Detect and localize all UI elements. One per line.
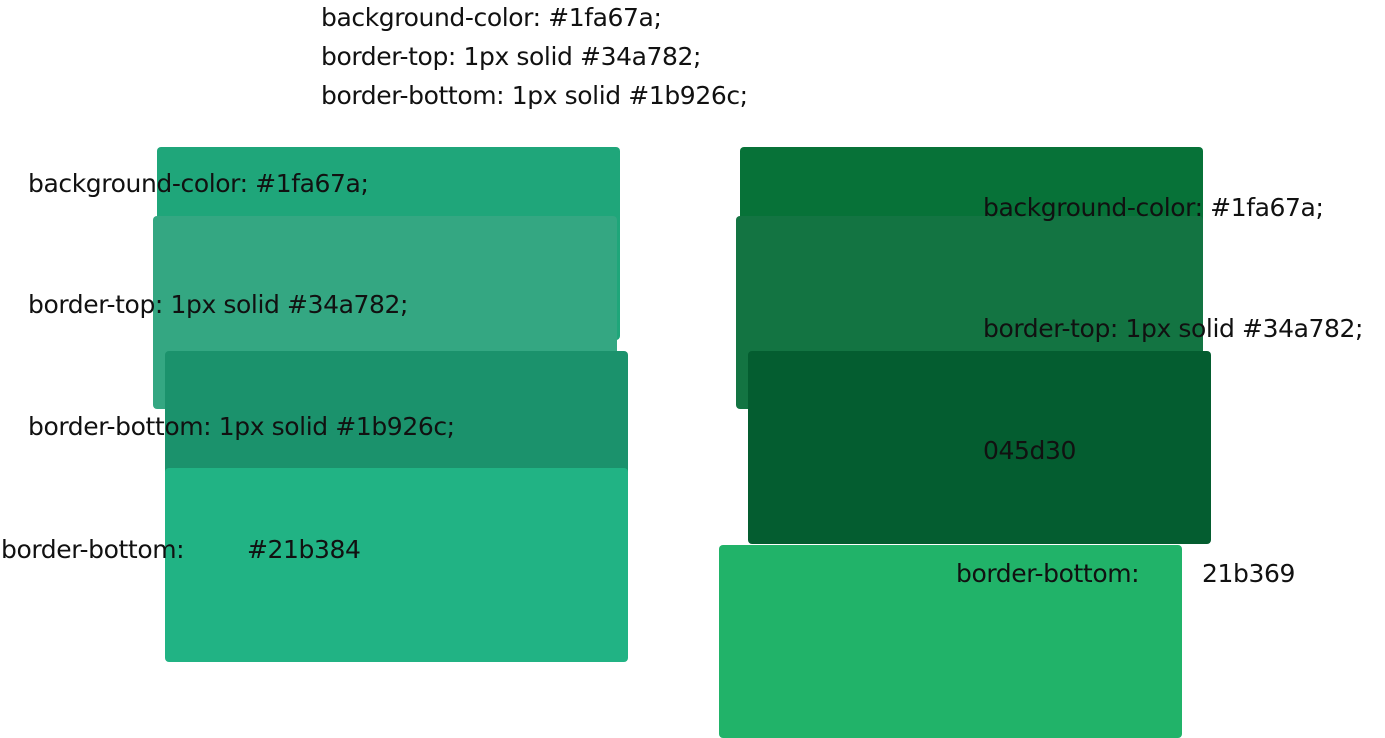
right-label-middle-value: 045d30 — [983, 436, 1076, 465]
left-swatch-border-bottom-extra — [165, 468, 628, 662]
header-line-background-color: background-color: #1fa67a; — [321, 3, 662, 32]
left-label-border-top: border-top: 1px solid #34a782; — [28, 290, 409, 319]
right-label-extra-property: border-bottom: — [956, 559, 1140, 588]
header-line-border-bottom: border-bottom: 1px solid #1b926c; — [321, 81, 748, 110]
left-label-border-bottom: border-bottom: 1px solid #1b926c; — [28, 412, 455, 441]
right-label-extra-value: 21b369 — [1202, 559, 1295, 588]
right-label-background-color: background-color: #1fa67a; — [983, 193, 1324, 222]
right-label-border-top: border-top: 1px solid #34a782; — [983, 314, 1364, 343]
left-label-extra-value: #21b384 — [247, 535, 361, 564]
right-swatch-middle — [748, 351, 1211, 544]
left-label-extra-property: border-bottom: — [1, 535, 185, 564]
left-label-background-color: background-color: #1fa67a; — [28, 169, 369, 198]
header-line-border-top: border-top: 1px solid #34a782; — [321, 42, 702, 71]
right-swatch-border-bottom-extra — [719, 545, 1182, 738]
